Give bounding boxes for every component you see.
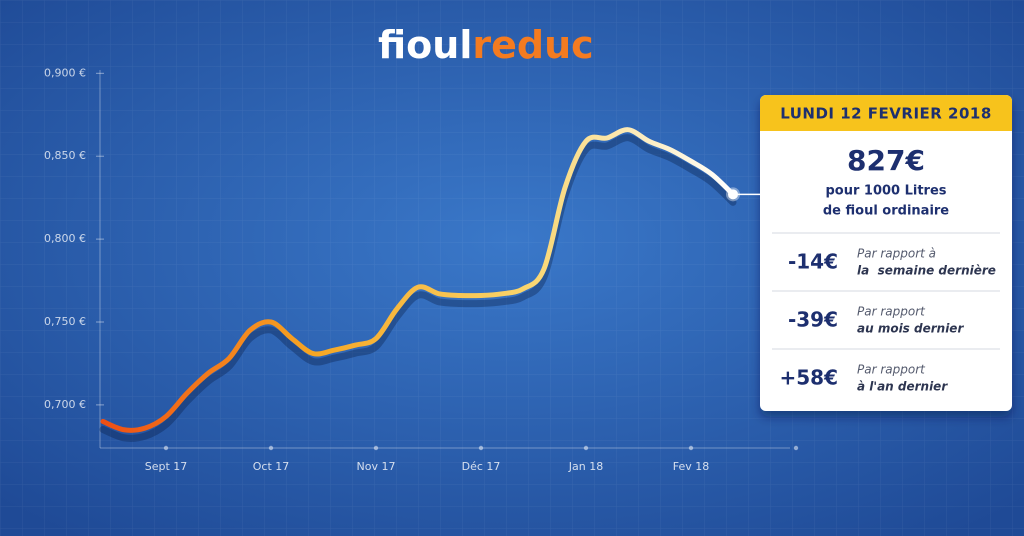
y-tick-label: 0,900 €	[44, 66, 86, 79]
logo-part: fioul	[378, 23, 472, 67]
change-text: au mois dernier	[857, 322, 964, 336]
y-tick-label: 0,700 €	[44, 398, 86, 411]
callout-header	[760, 95, 1012, 131]
change-text: à l'an dernier	[857, 380, 948, 394]
x-tick	[268, 445, 274, 451]
x-tick	[163, 445, 169, 451]
change-text: Par rapport	[857, 363, 926, 377]
line-shadow	[99, 134, 737, 442]
x-tick-label: Jan 18	[568, 460, 603, 473]
callout-date: LUNDI 12 FEVRIER 2018	[780, 105, 992, 123]
x-tick-label: Nov 17	[357, 460, 396, 473]
callout-price: 827€	[847, 144, 925, 177]
y-tick-label: 0,800 €	[44, 232, 86, 245]
change-value: +58€	[779, 366, 838, 390]
y-tick-label: 0,750 €	[44, 315, 86, 328]
x-tick	[583, 445, 589, 451]
callout	[760, 95, 1012, 411]
x-tick-label: Sept 17	[145, 460, 188, 473]
callout-text: de fioul ordinaire	[823, 204, 949, 219]
x-tick	[688, 445, 694, 451]
callout-box	[760, 95, 1012, 411]
callout-text: pour 1000 Litres	[825, 184, 946, 199]
end-point	[726, 187, 740, 202]
x-tick-label: Fev 18	[673, 460, 710, 473]
change-text: Par rapport	[857, 305, 926, 319]
logo-part: reduc	[472, 23, 593, 67]
change-text: Par rapport à	[857, 247, 936, 261]
x-tick	[373, 445, 379, 451]
x-tick-label: Déc 17	[462, 460, 501, 473]
change-value: -39€	[788, 308, 838, 332]
change-value: -14€	[788, 250, 838, 274]
line	[100, 127, 736, 433]
y-tick-label: 0,850 €	[44, 149, 86, 162]
x-tick-label: Oct 17	[253, 460, 290, 473]
x-tick	[478, 445, 484, 451]
change-text: la semaine dernière	[857, 264, 996, 278]
logo: fioulreduc	[378, 23, 594, 67]
x-tick	[793, 445, 799, 451]
